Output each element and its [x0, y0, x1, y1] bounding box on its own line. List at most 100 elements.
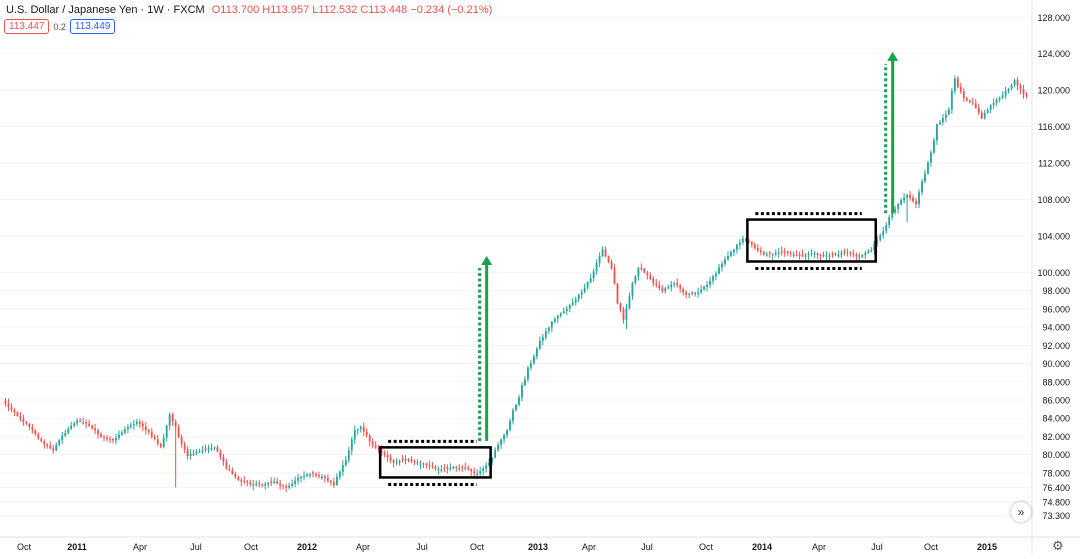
candle-body [939, 122, 941, 125]
candle-body [240, 479, 243, 482]
x-tick-label: 2011 [67, 542, 87, 552]
candle [530, 359, 532, 371]
candle-body [22, 418, 25, 423]
candle [947, 106, 950, 116]
candle-body [488, 462, 491, 466]
candle [738, 239, 741, 250]
candle [407, 458, 410, 463]
candle [437, 466, 440, 475]
candle-body [100, 434, 102, 437]
candle-body [428, 465, 431, 467]
candle-body [195, 452, 198, 454]
x-tick-label: Oct [470, 542, 485, 552]
candle-body [592, 271, 595, 278]
candle-body [129, 425, 132, 427]
candle [518, 394, 520, 407]
candle-body [180, 436, 183, 445]
candle [670, 281, 673, 292]
candle [70, 421, 73, 430]
candle-body [43, 441, 46, 445]
y-tick-label: 104.000 [1037, 231, 1070, 241]
candle-body [532, 356, 535, 364]
candle-body [855, 254, 858, 257]
bid-price-badge[interactable]: 113.447 [4, 19, 50, 34]
candle-body [840, 253, 843, 255]
candle-body [386, 455, 389, 458]
candle [479, 466, 482, 478]
candle [297, 473, 299, 485]
candle [109, 436, 111, 444]
candle-body [616, 283, 619, 304]
candle-body [846, 252, 849, 254]
candle-body [762, 252, 765, 255]
candle-body [506, 430, 508, 436]
candle-body [132, 423, 135, 426]
candle [61, 431, 64, 445]
candle [682, 287, 685, 296]
candle-body [837, 254, 840, 257]
candle [521, 382, 523, 402]
candle [446, 464, 449, 474]
candle [724, 256, 726, 267]
candle [76, 418, 79, 426]
candle-body [97, 430, 99, 435]
candle [377, 445, 380, 454]
ask-price-badge[interactable]: 113.449 [69, 19, 116, 34]
candle-body [962, 91, 965, 99]
candle-body [852, 253, 855, 255]
candle-body [150, 431, 153, 437]
candle-body [88, 423, 91, 426]
candle-body [422, 463, 425, 465]
candle [97, 428, 99, 439]
candle-body [538, 340, 541, 349]
scroll-to-realtime-button[interactable]: » [1011, 502, 1031, 522]
candle [535, 346, 538, 360]
candle-body [658, 285, 661, 289]
candle [786, 250, 789, 256]
candle-body [147, 429, 150, 432]
candle [416, 459, 419, 466]
candle-body [82, 422, 85, 424]
candle-body [980, 112, 983, 119]
candle [413, 459, 416, 465]
candle [634, 275, 637, 285]
candle [676, 278, 679, 288]
candle [455, 465, 458, 472]
candle [138, 419, 141, 428]
candle-body [1016, 80, 1019, 86]
candle-body [819, 255, 822, 257]
candle-body [437, 468, 440, 471]
candle [443, 464, 446, 473]
candle-body [288, 485, 291, 488]
candle [503, 433, 505, 444]
x-tick-label: Apr [812, 542, 826, 552]
candle-body [718, 267, 720, 274]
candle [461, 464, 464, 472]
candle-body [234, 473, 237, 477]
candle-body [219, 451, 222, 458]
candle [873, 240, 876, 255]
candle [858, 252, 861, 261]
x-tick-label: Apr [356, 542, 370, 552]
candle [744, 237, 747, 242]
candle [762, 250, 765, 256]
candle-body [434, 466, 437, 469]
candle [494, 447, 497, 459]
candle [1013, 78, 1016, 88]
candle [900, 198, 903, 206]
candle-body [374, 444, 377, 448]
candle [870, 247, 873, 253]
candle-body [425, 463, 428, 466]
candle [291, 479, 294, 488]
candle [789, 251, 792, 258]
candle-body [1010, 85, 1013, 89]
candle [571, 298, 574, 307]
gear-icon[interactable]: ⚙ [1052, 538, 1064, 553]
candle-body [792, 254, 795, 256]
x-tick-label: 2012 [297, 542, 317, 552]
candle-body [909, 195, 912, 198]
candle [709, 276, 711, 289]
x-tick-label: Jul [416, 542, 428, 552]
